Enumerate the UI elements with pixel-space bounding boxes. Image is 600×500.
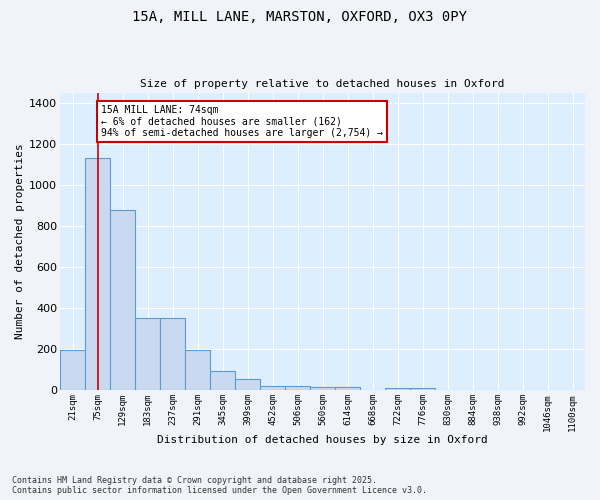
Bar xyxy=(235,378,260,390)
Text: 15A MILL LANE: 74sqm
← 6% of detached houses are smaller (162)
94% of semi-detac: 15A MILL LANE: 74sqm ← 6% of detached ho… xyxy=(101,105,383,138)
Bar xyxy=(260,386,285,390)
Bar xyxy=(210,371,235,390)
Bar xyxy=(310,386,335,390)
X-axis label: Distribution of detached houses by size in Oxford: Distribution of detached houses by size … xyxy=(157,435,488,445)
Text: Contains HM Land Registry data © Crown copyright and database right 2025.
Contai: Contains HM Land Registry data © Crown c… xyxy=(12,476,427,495)
Bar xyxy=(160,318,185,390)
Bar xyxy=(110,210,135,390)
Bar xyxy=(335,386,360,390)
Title: Size of property relative to detached houses in Oxford: Size of property relative to detached ho… xyxy=(140,79,505,89)
Bar xyxy=(385,388,410,390)
Text: 15A, MILL LANE, MARSTON, OXFORD, OX3 0PY: 15A, MILL LANE, MARSTON, OXFORD, OX3 0PY xyxy=(133,10,467,24)
Bar xyxy=(285,386,310,390)
Bar xyxy=(410,388,435,390)
Bar xyxy=(135,318,160,390)
Bar xyxy=(185,350,210,391)
Bar xyxy=(85,158,110,390)
Y-axis label: Number of detached properties: Number of detached properties xyxy=(15,144,25,340)
Bar xyxy=(60,350,85,391)
